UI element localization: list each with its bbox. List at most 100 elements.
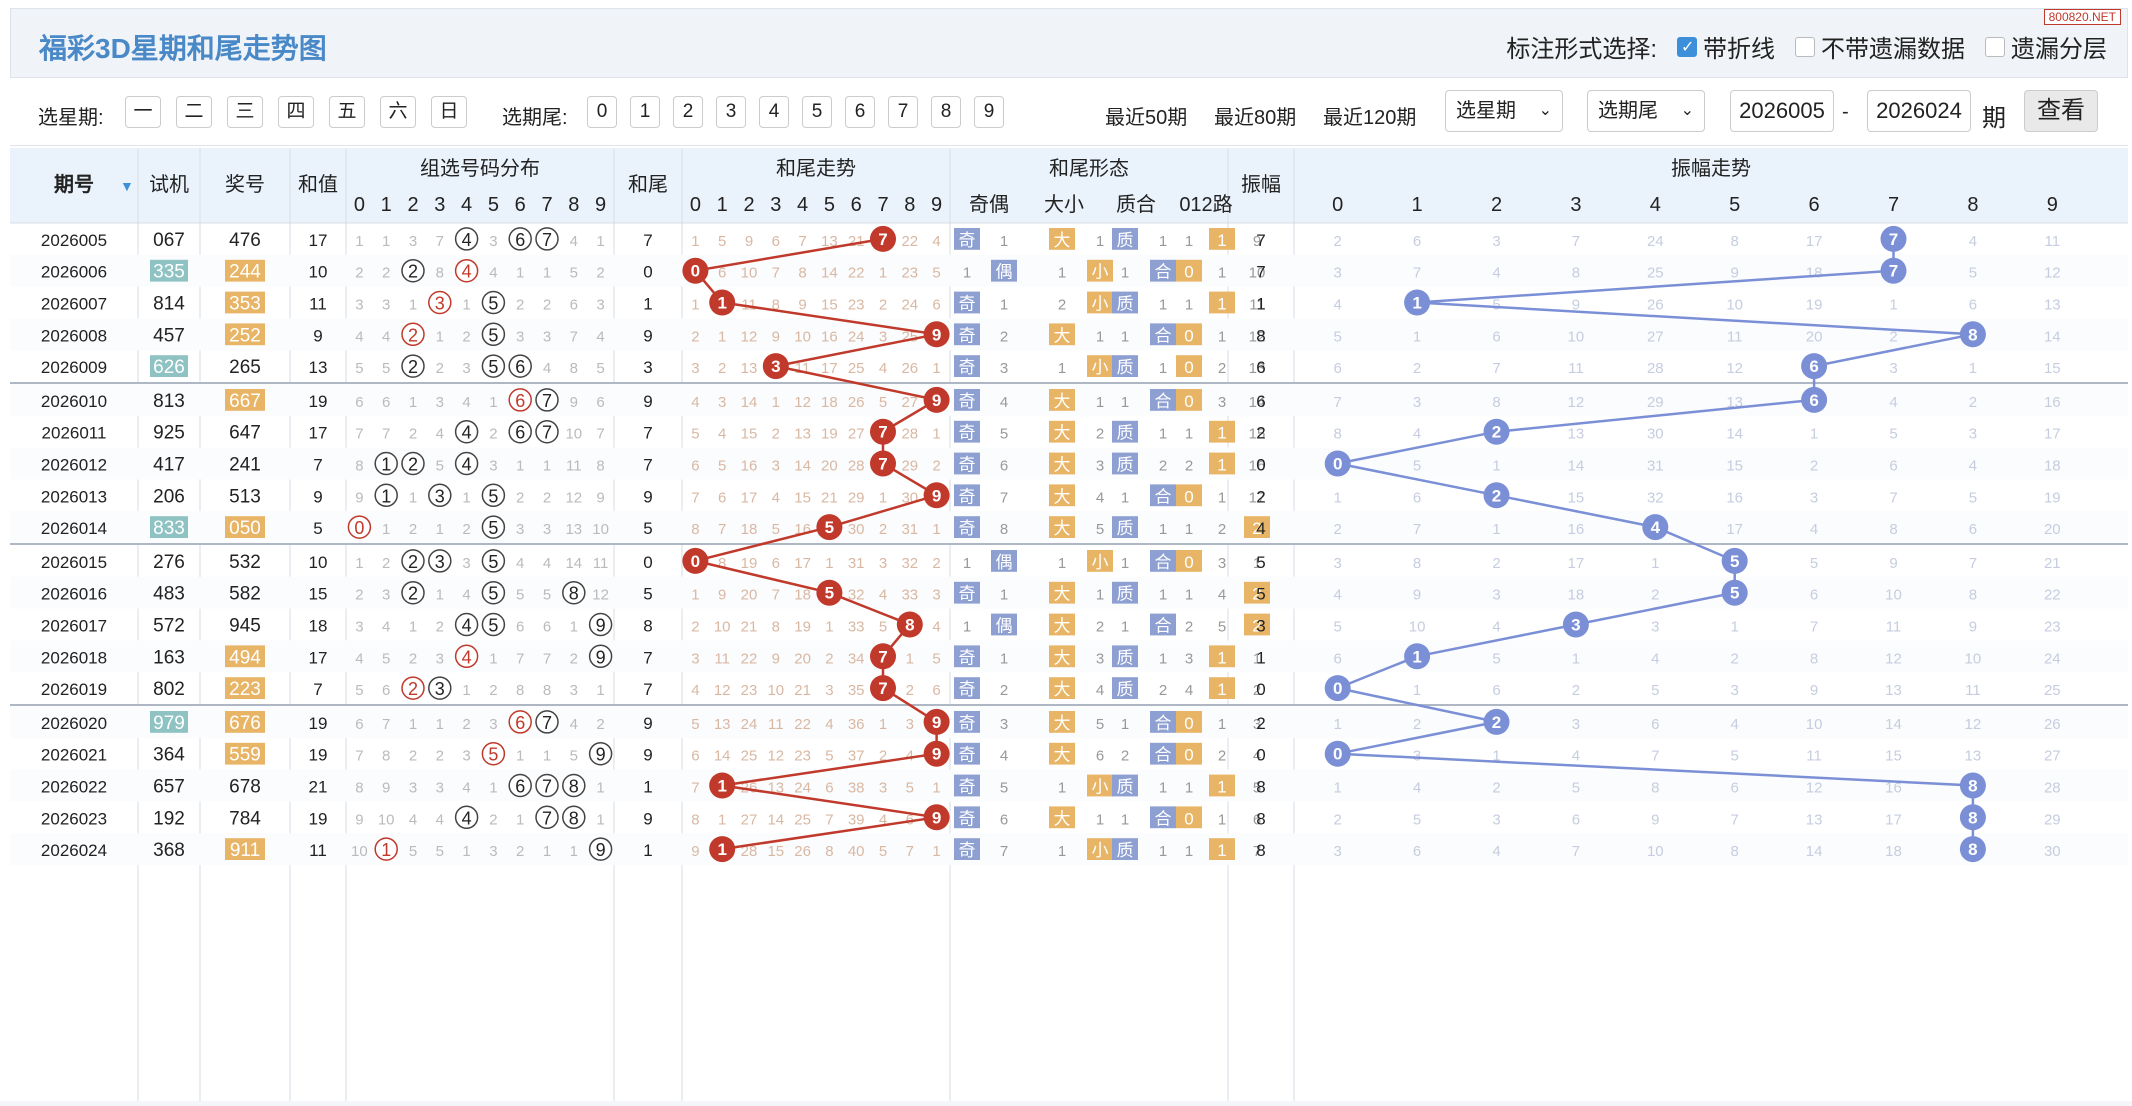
weekday-7-button[interactable]: 日	[431, 96, 467, 128]
tail-trend-ball-number: 0	[691, 552, 700, 571]
tail-7-button[interactable]: 7	[888, 96, 918, 128]
tail-8-button[interactable]: 8	[931, 96, 961, 128]
mark-style-options: 标注形式选择: 带折线 不带遗漏数据 遗漏分层	[1506, 29, 2107, 64]
option-missing-layers[interactable]: 遗漏分层	[1985, 29, 2107, 64]
tail-trend-ball-number: 5	[825, 584, 834, 603]
weekday-2-button[interactable]: 二	[176, 96, 212, 128]
amp-missing-count: 15	[1726, 458, 1743, 475]
tail-select[interactable]: 选期尾 ⌄	[1587, 90, 1705, 132]
recent-120-link[interactable]: 最近120期	[1323, 101, 1416, 130]
weekday-4-button[interactable]: 四	[278, 96, 314, 128]
amp-missing-count: 8	[1969, 587, 1977, 604]
option-no-missing[interactable]: 不带遗漏数据	[1795, 29, 1965, 64]
amp-cell: 8	[1256, 326, 1265, 345]
amp-missing-count: 12	[2044, 265, 2061, 282]
group-missing-count: 1	[409, 394, 417, 411]
trend-missing-count: 23	[848, 297, 865, 314]
period-cell: 2026023	[41, 809, 107, 828]
amp-missing-count: 3	[1731, 682, 1739, 699]
prize-cell: 647	[229, 423, 261, 444]
tail-6-button[interactable]: 6	[845, 96, 875, 128]
trend-missing-count: 17	[741, 489, 758, 506]
period-from-input[interactable]: 2026005	[1730, 90, 1834, 132]
group-missing-count: 12	[592, 587, 609, 604]
group-missing-count: 1	[436, 521, 444, 538]
tail-5-button[interactable]: 5	[802, 96, 832, 128]
group-digit-header: 3	[434, 194, 445, 216]
group-digit-header: 6	[515, 194, 526, 216]
amp-cell: 3	[1256, 617, 1265, 636]
amp-trend-ball-number: 5	[1730, 584, 1739, 603]
form-tag-text: 大	[1054, 487, 1071, 506]
tail-trend-ball-number: 9	[932, 713, 941, 732]
trend-digit-header: 1	[717, 194, 728, 216]
prize-cell: 513	[229, 486, 261, 507]
trend-missing-count: 5	[906, 780, 914, 797]
tail-cell: 5	[643, 519, 652, 538]
weekday-3-button[interactable]: 三	[227, 96, 263, 128]
query-button[interactable]: 查看	[2024, 90, 2098, 132]
sum-header: 和值	[298, 173, 338, 196]
group-missing-count: 3	[489, 233, 497, 250]
amp-missing-count: 8	[1334, 426, 1342, 443]
group-digit-header: 2	[407, 194, 418, 216]
tail-2-button[interactable]: 2	[673, 96, 703, 128]
group-missing-count: 1	[409, 716, 417, 733]
tail-0-button[interactable]: 0	[587, 96, 617, 128]
trend-digit-header: 5	[824, 194, 835, 216]
trend-missing-count: 39	[848, 811, 865, 828]
tail-cell: 1	[643, 841, 652, 860]
amp-missing-count: 4	[1651, 650, 1659, 667]
form-missing-count: 1	[963, 619, 971, 636]
amp-cell: 5	[1256, 585, 1265, 604]
period-to-input[interactable]: 2026024	[1867, 90, 1971, 132]
form-missing-count: 5	[1000, 780, 1008, 797]
checkbox-icon[interactable]	[1795, 37, 1815, 57]
group-missing-count: 2	[409, 521, 417, 538]
period-cell: 2026015	[41, 553, 107, 572]
amp-missing-count: 17	[2044, 426, 2061, 443]
tail-4-button[interactable]: 4	[759, 96, 789, 128]
tail-3-button[interactable]: 3	[716, 96, 746, 128]
group-missing-count: 10	[351, 843, 368, 860]
group-missing-count: 3	[543, 521, 551, 538]
trend-missing-count: 2	[772, 426, 780, 443]
recent-80-link[interactable]: 最近80期	[1214, 101, 1296, 130]
weekday-1-button[interactable]: 一	[125, 96, 161, 128]
form-tag-text: 大	[1054, 809, 1071, 828]
recent-50-link[interactable]: 最近50期	[1105, 101, 1187, 130]
trend-missing-count: 1	[932, 780, 940, 797]
form-missing-count: 1	[963, 265, 971, 282]
amp-missing-count: 5	[1334, 619, 1342, 636]
amp-missing-count: 23	[2044, 619, 2061, 636]
amp-missing-count: 8	[1731, 233, 1739, 250]
checkbox-icon[interactable]	[1985, 37, 2005, 57]
weekday-6-button[interactable]: 六	[380, 96, 416, 128]
group-missing-count: 8	[382, 748, 390, 765]
weekday-5-button[interactable]: 五	[329, 96, 365, 128]
group-missing-count: 4	[355, 328, 363, 345]
amp-trend-ball-number: 2	[1492, 713, 1501, 732]
group-missing-count: 3	[516, 328, 524, 345]
option-polyline[interactable]: 带折线	[1677, 29, 1775, 64]
group-ball-number: 5	[488, 584, 498, 604]
form-missing-count: 1	[1218, 716, 1226, 733]
trend-missing-count: 3	[906, 716, 914, 733]
amp-digit-header: 0	[1332, 194, 1343, 216]
tail-trend-ball-number: 1	[717, 777, 726, 796]
trend-missing-count: 5	[691, 426, 699, 443]
group-missing-count: 4	[489, 265, 497, 282]
checkbox-icon[interactable]	[1677, 37, 1697, 57]
trend-missing-count: 2	[932, 555, 940, 572]
amp-missing-count: 2	[1651, 587, 1659, 604]
tail-1-button[interactable]: 1	[630, 96, 660, 128]
trend-missing-count: 3	[691, 360, 699, 377]
tail-9-button[interactable]: 9	[974, 96, 1004, 128]
amp-missing-count: 3	[1889, 360, 1897, 377]
group-ball-number: 5	[488, 616, 498, 636]
weekday-select[interactable]: 选星期 ⌄	[1445, 90, 1563, 132]
tail-trend-ball-number: 3	[771, 357, 780, 376]
form-missing-count: 1	[1121, 716, 1129, 733]
amp-digit-header: 5	[1729, 194, 1740, 216]
